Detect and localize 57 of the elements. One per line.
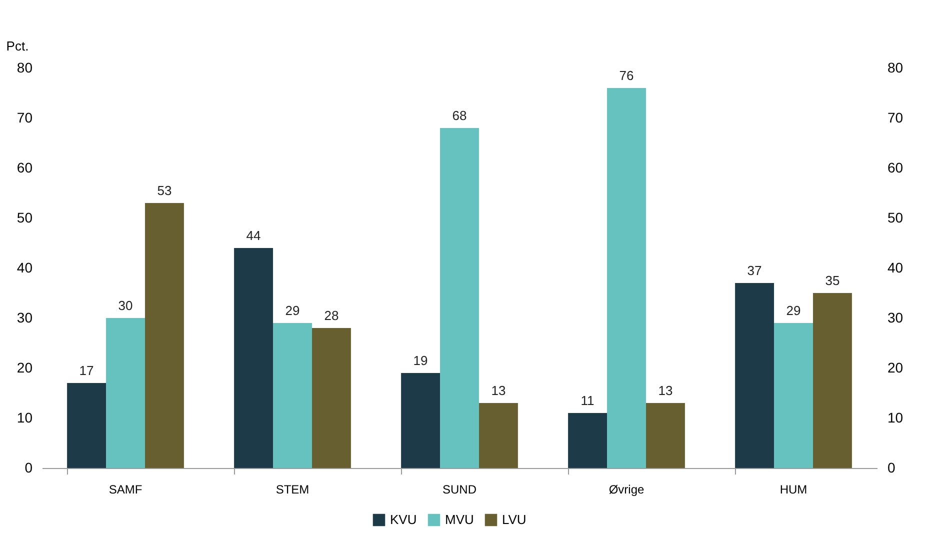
y2-tick-label: 10 (888, 410, 904, 426)
data-label: 68 (452, 108, 467, 123)
legend-label: KVU (390, 512, 417, 527)
data-label: 76 (619, 68, 634, 83)
x-tick-label: HUM (780, 482, 808, 496)
data-label: 30 (118, 298, 133, 313)
legend-label: MVU (445, 512, 474, 527)
bar (568, 413, 608, 468)
x-tick-label: STEM (276, 482, 310, 496)
y-tick-label: 10 (16, 410, 33, 426)
y2-tick-label: 0 (888, 460, 896, 476)
bar (401, 373, 440, 468)
y-tick-label: 20 (16, 360, 33, 376)
legend-label: LVU (502, 512, 526, 527)
data-label: 29 (786, 303, 801, 318)
data-label: 17 (79, 363, 94, 378)
y2-tick-label: 70 (888, 110, 904, 126)
x-tick-label: SAMF (108, 482, 142, 496)
y-tick-label: 30 (16, 310, 33, 326)
bar (478, 403, 518, 468)
bar (144, 203, 184, 468)
bar (234, 248, 274, 468)
bar (67, 383, 106, 468)
y2-tick-label: 20 (888, 360, 904, 376)
data-label: 28 (324, 308, 339, 323)
y-tick-label: 0 (24, 460, 33, 476)
y-axis-title: Pct. (6, 38, 29, 54)
data-label: 29 (285, 303, 300, 318)
data-label: 44 (246, 228, 261, 243)
bar (440, 128, 479, 468)
data-label: 19 (413, 353, 428, 368)
bar (607, 88, 646, 468)
y-tick-label: 60 (16, 160, 33, 176)
y2-tick-label: 60 (888, 160, 904, 176)
x-tick-label: Øvrige (608, 482, 644, 496)
data-label: 53 (157, 183, 172, 198)
y2-tick-label: 40 (888, 260, 904, 276)
y2-tick-label: 50 (888, 210, 904, 226)
bar (106, 318, 145, 468)
y-tick-label: 40 (16, 260, 33, 276)
bar (312, 328, 351, 468)
bar (273, 323, 312, 468)
data-label: 11 (580, 393, 594, 408)
data-label: 37 (747, 263, 762, 278)
y-tick-label: 50 (16, 210, 33, 226)
x-tick-label: SUND (442, 482, 477, 496)
bar (774, 323, 813, 468)
y2-tick-label: 80 (888, 60, 904, 76)
y-tick-label: 70 (16, 110, 33, 126)
bar (735, 283, 774, 468)
data-label: 13 (658, 383, 673, 398)
y-tick-label: 80 (16, 60, 33, 76)
data-label: 13 (491, 383, 506, 398)
y2-tick-label: 30 (888, 310, 904, 326)
bar (812, 293, 852, 468)
bar (646, 403, 685, 468)
data-label: 35 (825, 273, 840, 288)
